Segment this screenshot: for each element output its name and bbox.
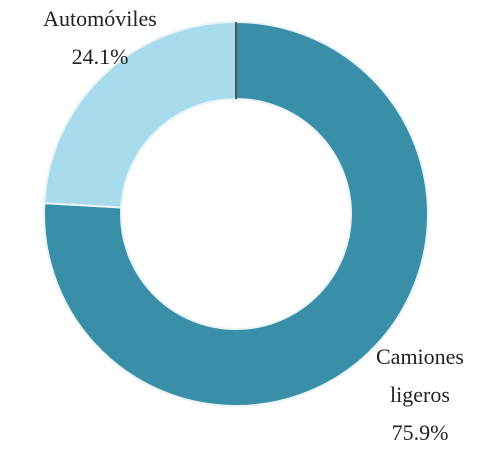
value-label: 24.1% [71, 44, 129, 69]
category-label: Camiones ligeros [376, 344, 464, 407]
category-label: Automóviles [43, 6, 157, 31]
value-label: 75.9% [391, 420, 449, 445]
donut-slice [43, 20, 237, 209]
slice-label: Camiones ligeros 75.9% [340, 338, 500, 452]
slice-label: Automóviles 24.1% [0, 0, 200, 76]
donut-slice [43, 20, 429, 407]
